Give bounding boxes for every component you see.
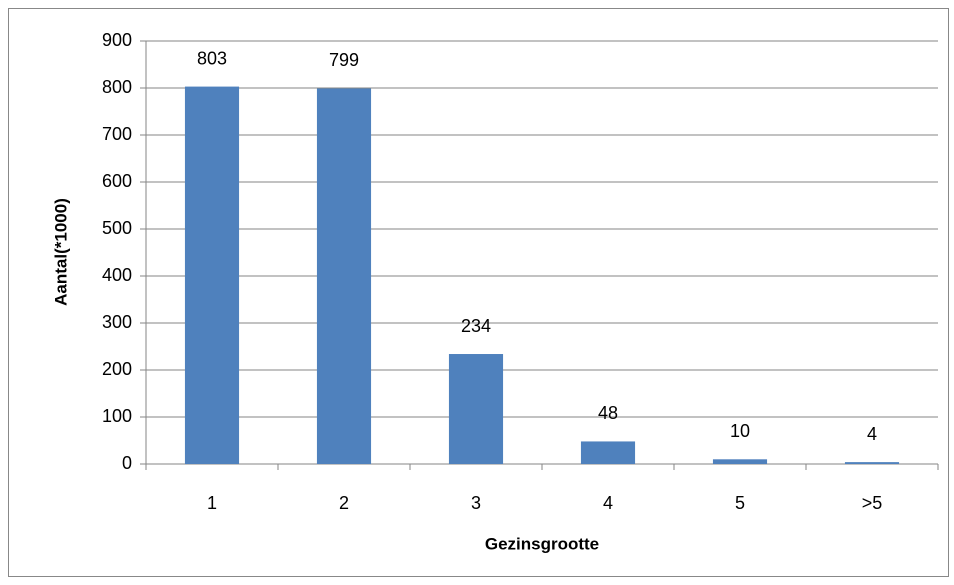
y-tick-label: 500 bbox=[102, 218, 132, 238]
data-label: 10 bbox=[730, 421, 750, 441]
y-tick-label: 900 bbox=[102, 30, 132, 50]
y-tick-label: 600 bbox=[102, 171, 132, 191]
x-tick-label: 3 bbox=[471, 493, 481, 513]
y-tick-label: 0 bbox=[122, 453, 132, 473]
bar bbox=[580, 441, 636, 464]
y-tick-label: 700 bbox=[102, 124, 132, 144]
x-tick-label: 5 bbox=[735, 493, 745, 513]
chart-border bbox=[8, 8, 949, 577]
y-axis-title: Aantal(*1000) bbox=[51, 198, 70, 306]
data-label: 4 bbox=[867, 424, 877, 444]
bar bbox=[844, 462, 900, 464]
bar bbox=[184, 86, 240, 464]
y-tick-label: 800 bbox=[102, 77, 132, 97]
data-label: 234 bbox=[461, 316, 491, 336]
bar bbox=[316, 88, 372, 464]
data-label: 48 bbox=[598, 403, 618, 423]
x-axis-title: Gezinsgrootte bbox=[485, 534, 599, 553]
y-tick-label: 200 bbox=[102, 359, 132, 379]
y-tick-label: 400 bbox=[102, 265, 132, 285]
x-tick-label: 2 bbox=[339, 493, 349, 513]
bar bbox=[448, 354, 504, 464]
data-label: 803 bbox=[197, 48, 227, 68]
data-label: 799 bbox=[329, 50, 359, 70]
x-tick-label: 1 bbox=[207, 493, 217, 513]
y-tick-label: 100 bbox=[102, 406, 132, 426]
x-tick-label: >5 bbox=[862, 493, 883, 513]
bar bbox=[712, 459, 768, 464]
x-tick-label: 4 bbox=[603, 493, 613, 513]
y-tick-label: 300 bbox=[102, 312, 132, 332]
